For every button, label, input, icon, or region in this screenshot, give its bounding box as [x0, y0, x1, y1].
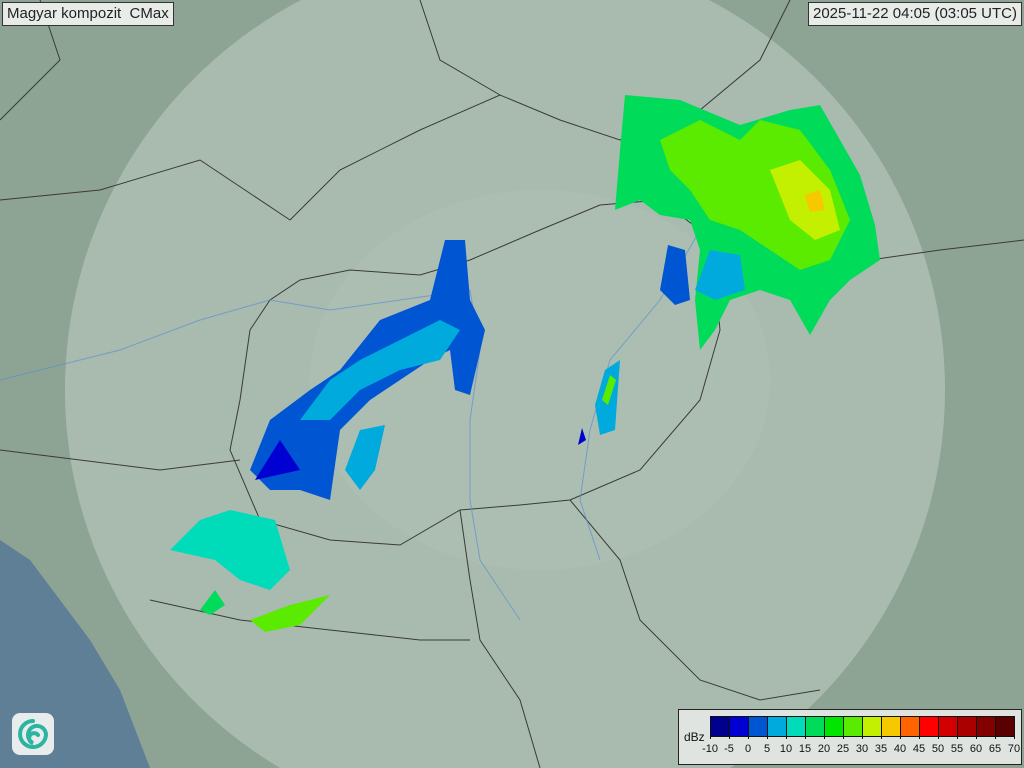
legend-tick-label: 70 — [1007, 743, 1021, 755]
legend-ticks: -10 -5 0 5 10 15 20 25 30 35 40 45 50 55 60 65 70 — [702, 736, 1020, 758]
legend-tick: 60 — [966, 736, 986, 755]
legend-tick: -10 — [700, 736, 720, 755]
legend-unit: dBz — [684, 730, 705, 744]
legend-tick-label: 20 — [817, 743, 831, 755]
legend-color-cell — [920, 717, 939, 736]
legend-tick-label: 55 — [950, 743, 964, 755]
legend-tick-label: 40 — [893, 743, 907, 755]
legend-tick: 50 — [928, 736, 948, 755]
legend-tick: 0 — [738, 736, 758, 755]
legend-tick: 70 — [1004, 736, 1024, 755]
timestamp: 2025-11-22 04:05 (03:05 UTC) — [807, 2, 1022, 26]
legend-tick-label: -5 — [724, 743, 734, 755]
legend-color-cell — [730, 717, 749, 736]
legend-color-cell — [768, 717, 787, 736]
border-line — [419, 0, 501, 96]
swirl-logo-icon — [12, 713, 54, 755]
border-line — [289, 0, 791, 221]
legend-tick-label: 35 — [874, 743, 888, 755]
legend-tick: 15 — [795, 736, 815, 755]
legend-tick: 25 — [833, 736, 853, 755]
map-title: Magyar kompozit CMax — [2, 2, 174, 26]
legend-color-cell — [749, 717, 768, 736]
legend-tick: -5 — [719, 736, 739, 755]
legend-color-cell — [882, 717, 901, 736]
legend-color-cell — [939, 717, 958, 736]
legend-tick-label: 0 — [744, 743, 752, 755]
border-line — [569, 499, 821, 701]
legend-color-cell — [711, 717, 730, 736]
legend-tick-label: 5 — [763, 743, 771, 755]
legend-tick-label: 50 — [931, 743, 945, 755]
legend-tick-label: 45 — [912, 743, 926, 755]
legend-color-cell — [996, 717, 1014, 736]
legend-color-cell — [977, 717, 996, 736]
legend-tick-label: 25 — [836, 743, 850, 755]
legend-tick: 5 — [757, 736, 777, 755]
legend-tick-label: 10 — [779, 743, 793, 755]
border-line — [0, 159, 291, 221]
legend-color-cell — [825, 717, 844, 736]
adriatic-sea — [0, 540, 150, 768]
legend-color-cell — [901, 717, 920, 736]
river — [0, 299, 271, 381]
legend-tick: 65 — [985, 736, 1005, 755]
legend-color-bar — [710, 716, 1015, 737]
legend-tick: 30 — [852, 736, 872, 755]
legend-tick: 35 — [871, 736, 891, 755]
legend-tick-label: 30 — [855, 743, 869, 755]
border-line — [459, 509, 541, 768]
legend-tick-label: 60 — [969, 743, 983, 755]
legend-color-cell — [844, 717, 863, 736]
legend-tick-label: 15 — [798, 743, 812, 755]
dbz-color-legend: dBz -10 -5 0 5 10 15 20 25 30 35 40 45 50 55 60 65 70 — [678, 709, 1022, 765]
radar-echoes — [170, 95, 880, 632]
legend-color-cell — [787, 717, 806, 736]
legend-tick-label: 65 — [988, 743, 1002, 755]
border-line — [0, 449, 241, 471]
legend-tick: 45 — [909, 736, 929, 755]
legend-tick: 40 — [890, 736, 910, 755]
legend-tick: 10 — [776, 736, 796, 755]
legend-tick: 20 — [814, 736, 834, 755]
legend-tick: 55 — [947, 736, 967, 755]
legend-tick-label: -10 — [702, 743, 718, 755]
legend-color-cell — [863, 717, 882, 736]
legend-color-cell — [806, 717, 825, 736]
border-line — [229, 229, 721, 546]
legend-color-cell — [958, 717, 977, 736]
